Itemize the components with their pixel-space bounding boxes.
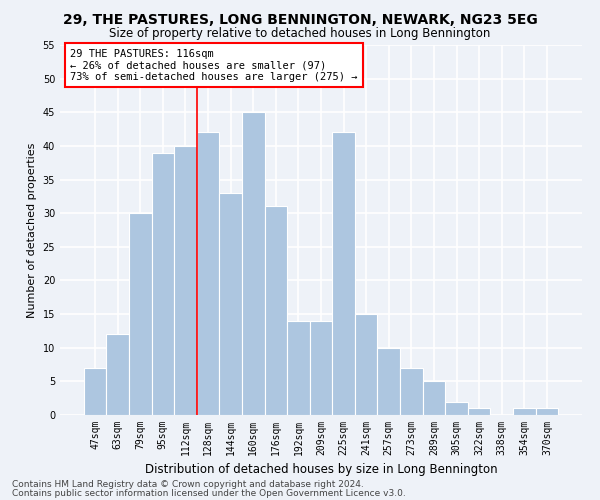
- Bar: [197, 132, 220, 415]
- Bar: [174, 146, 197, 415]
- Bar: [265, 206, 287, 415]
- Bar: [220, 193, 242, 415]
- Bar: [310, 321, 332, 415]
- Text: Contains HM Land Registry data © Crown copyright and database right 2024.: Contains HM Land Registry data © Crown c…: [12, 480, 364, 489]
- X-axis label: Distribution of detached houses by size in Long Bennington: Distribution of detached houses by size …: [145, 464, 497, 476]
- Text: Contains public sector information licensed under the Open Government Licence v3: Contains public sector information licen…: [12, 488, 406, 498]
- Bar: [377, 348, 400, 415]
- Bar: [332, 132, 355, 415]
- Bar: [468, 408, 490, 415]
- Bar: [355, 314, 377, 415]
- Bar: [152, 152, 174, 415]
- Bar: [242, 112, 265, 415]
- Bar: [445, 402, 468, 415]
- Bar: [84, 368, 106, 415]
- Bar: [129, 213, 152, 415]
- Bar: [513, 408, 536, 415]
- Y-axis label: Number of detached properties: Number of detached properties: [27, 142, 37, 318]
- Bar: [536, 408, 558, 415]
- Text: 29 THE PASTURES: 116sqm
← 26% of detached houses are smaller (97)
73% of semi-de: 29 THE PASTURES: 116sqm ← 26% of detache…: [70, 48, 358, 82]
- Text: 29, THE PASTURES, LONG BENNINGTON, NEWARK, NG23 5EG: 29, THE PASTURES, LONG BENNINGTON, NEWAR…: [62, 12, 538, 26]
- Bar: [106, 334, 129, 415]
- Bar: [422, 382, 445, 415]
- Text: Size of property relative to detached houses in Long Bennington: Size of property relative to detached ho…: [109, 28, 491, 40]
- Bar: [287, 321, 310, 415]
- Bar: [400, 368, 422, 415]
